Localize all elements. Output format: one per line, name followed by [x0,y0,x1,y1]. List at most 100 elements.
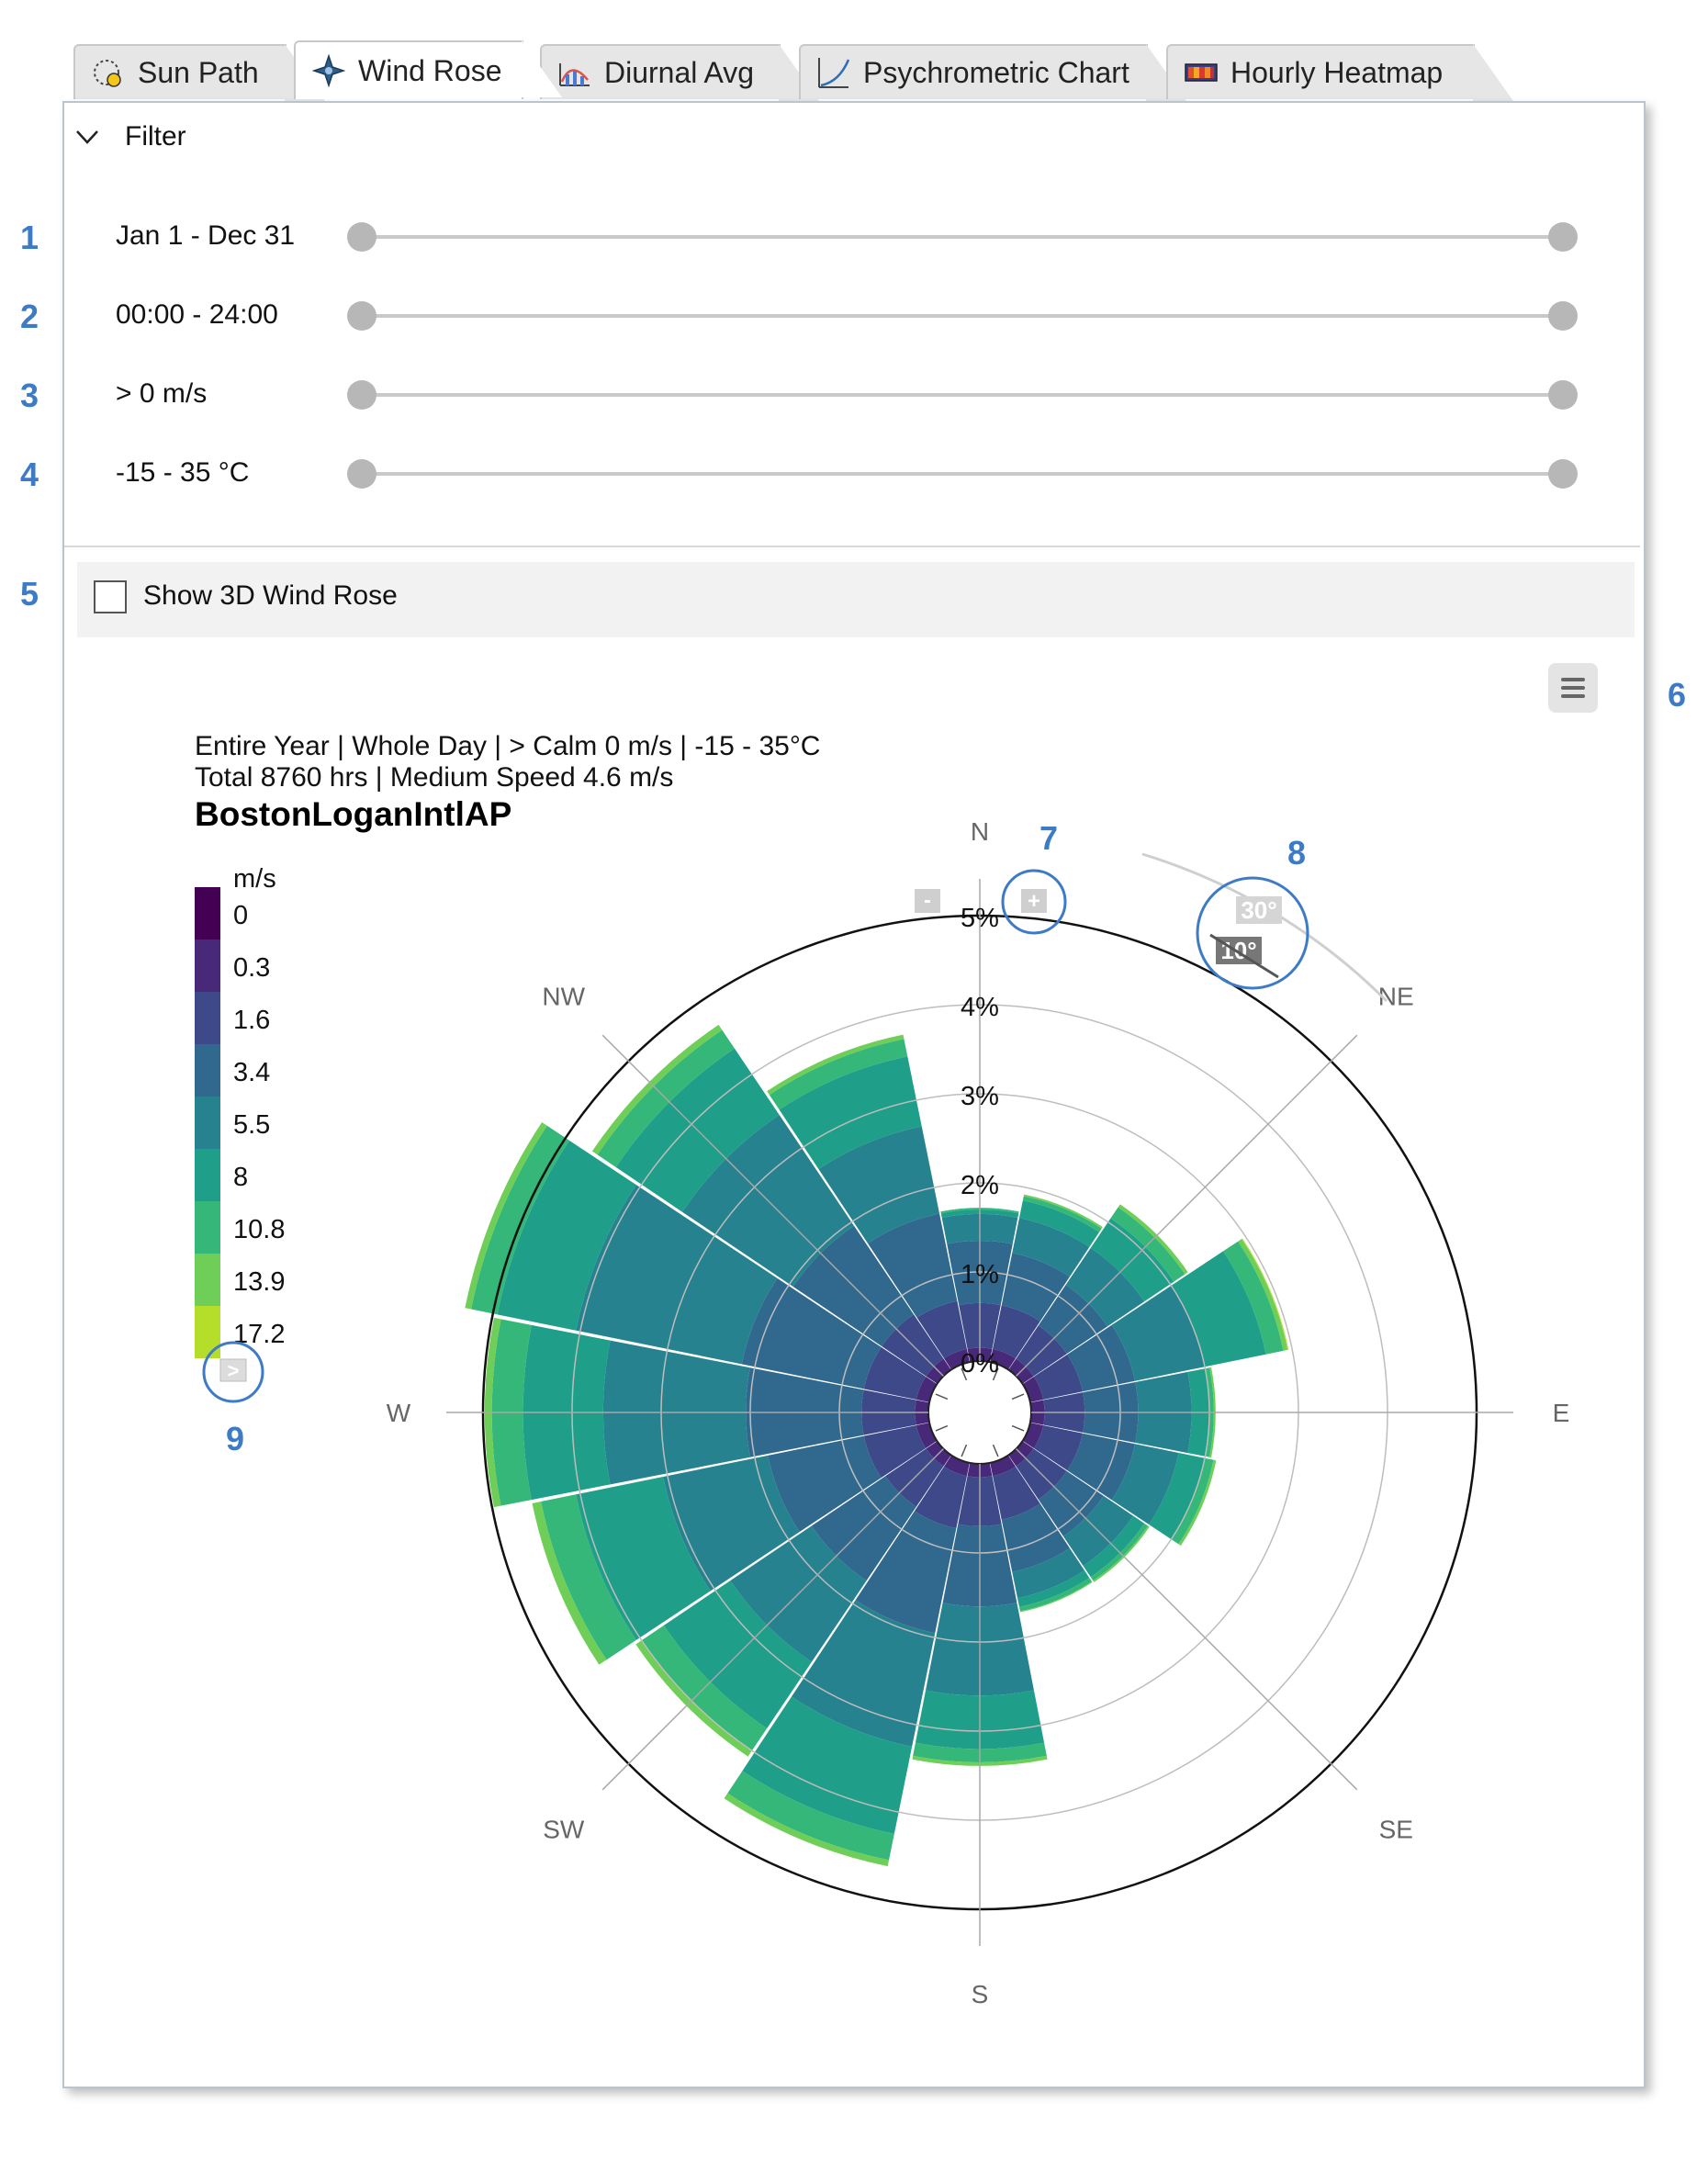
rose-wedge-sse [1001,1503,1070,1572]
rose-wedge-ssw [724,1793,890,1867]
rose-wedge-ene [1033,1354,1083,1400]
rose-wedge-ese [1022,1423,1044,1448]
legend-swatch [195,1149,220,1201]
zoom-in-button[interactable] [1021,889,1047,913]
legend-swatch [195,887,220,939]
rose-wedge-ene [1022,1377,1044,1402]
rose-wedge-nnw [818,1126,940,1243]
slider-max-handle[interactable] [1548,301,1578,331]
spoke-line [1016,1448,1358,1791]
slider-min-handle[interactable] [347,301,376,331]
rose-wedge-se [1090,1523,1149,1581]
callout-number: 2 [20,298,39,335]
rose-wedge-wnw [497,1140,636,1331]
legend-value: 10.8 [233,1215,285,1244]
callout-number: 8 [1287,834,1307,872]
zoom-out-glyph: - [924,888,931,913]
rose-wedge-ese [1111,1444,1179,1525]
compass-label-e: E [1553,1399,1570,1427]
compass-label-w: W [387,1399,411,1427]
rose-wedge-sw [635,1640,752,1757]
rose-wedge-wnw [916,1377,938,1402]
legend-value: 13.9 [233,1267,285,1297]
compass-label-n: N [971,817,989,846]
rose-wedge-nnw [769,1039,908,1110]
angle-handle[interactable] [1209,933,1279,979]
rose-wedge-nnw [944,1348,970,1370]
radial-tick-label: 3% [961,1082,999,1111]
angle-label-inner-bg [1216,937,1262,964]
angle-label-outer-bg [1236,896,1282,924]
rose-wedge-wsw [916,1423,938,1448]
rose-wedge-nnw [779,1056,922,1169]
legend-value: 0.3 [233,953,270,983]
rose-wedge-wsw [863,1425,927,1479]
filter-header[interactable]: Filter [73,121,186,152]
spoke-line [1016,1034,1358,1377]
radial-tick-label: 1% [961,1260,999,1289]
rose-wedge-ssw [742,1696,913,1834]
radial-tick-label: 0% [961,1349,999,1378]
rose-wedge-sse [993,1466,1040,1520]
speed-range-label: > 0 m/s [116,378,208,409]
rose-wedge-nne [993,1305,1040,1359]
callout-circle [1001,869,1067,935]
inner-tick [1011,1424,1025,1432]
zoom-out-button[interactable] [915,889,940,913]
slider-min-handle[interactable] [347,380,376,410]
show-3d-label: Show 3D Wind Rose [143,580,398,611]
slider-max-handle[interactable] [1548,222,1578,252]
zoom-in-glyph: + [1028,889,1040,914]
date-range-slider[interactable] [347,220,1578,253]
speed-range-slider[interactable] [347,378,1578,411]
rose-wedge-nne [1022,1196,1102,1232]
legend-swatch [195,1201,220,1254]
date-range-label: Jan 1 - Dec 31 [116,220,296,251]
sun-path-icon [94,60,121,87]
rose-wedge-ssw [944,1455,970,1477]
heatmap-icon [1185,63,1218,82]
tab-hourly-heatmap[interactable]: Hourly Heatmap [1166,44,1513,101]
rose-wedge-ese [1149,1452,1206,1540]
rose-wedge-nne [1001,1253,1070,1322]
spoke-line [601,1448,944,1791]
show-3d-checkbox[interactable] [94,580,127,613]
chart-subtitle-filters: Entire Year | Whole Day | > Calm 0 m/s |… [195,731,821,761]
inner-tick [935,1393,949,1401]
rose-wedge-ne [1118,1204,1188,1275]
tab-diurnal-avg[interactable]: Diurnal Avg [540,44,819,101]
rose-wedge-nne [990,1348,1016,1370]
rose-wedge-sse [1017,1570,1090,1607]
legend-value: 0 [233,901,248,930]
angle-arc [1141,852,1388,1003]
callout-number: 7 [1039,819,1059,857]
slider-min-handle[interactable] [347,459,376,489]
spoke-line [601,1034,944,1377]
hour-range-slider[interactable] [347,299,1578,332]
rose-wedge-ene [1171,1251,1266,1367]
rose-wedge-wsw [541,1494,636,1660]
divider [64,546,1640,547]
chart-subtitle-stats: Total 8760 hrs | Medium Speed 4.6 m/s [195,762,674,793]
rose-wedge-ene [1238,1239,1288,1351]
rose-wedge-s [912,1755,1048,1766]
temperature-range-slider[interactable] [347,457,1578,490]
rose-wedge-nnw [916,1300,967,1359]
rose-wedge-n [940,1208,1019,1214]
slider-min-handle[interactable] [347,222,376,252]
tab-wind-rose[interactable]: Wind Rose [294,40,562,99]
legend-toggle-button[interactable] [219,1358,247,1382]
rose-wedge-wsw [576,1476,711,1640]
slider-max-handle[interactable] [1548,459,1578,489]
legend-unit: m/s [233,864,276,894]
inner-tick [961,1367,968,1381]
slider-max-handle[interactable] [1548,380,1578,410]
legend-swatch [195,992,220,1044]
callout-number: 5 [20,575,39,613]
chart-menu-button[interactable] [1548,663,1598,713]
rose-wedge-sse [1012,1547,1084,1599]
callout-circle [1196,876,1309,990]
callout-circle [202,1341,264,1403]
radial-tick-label: 5% [961,904,999,933]
